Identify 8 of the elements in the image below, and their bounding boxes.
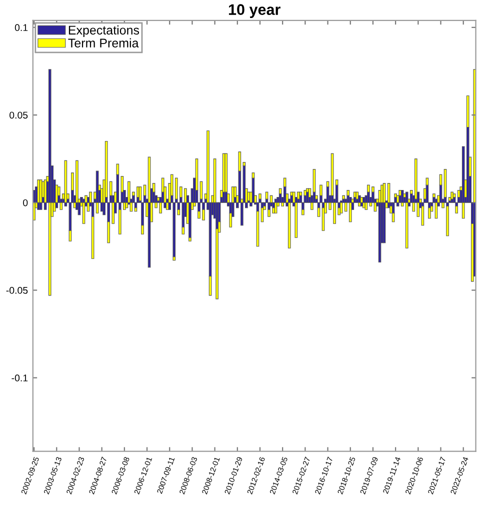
y-tick-label: -0.05 bbox=[6, 286, 28, 294]
y-tick-label: 0.05 bbox=[10, 112, 28, 119]
y-tick-label: -0.1 bbox=[12, 374, 28, 382]
legend-label: Expectations bbox=[68, 25, 140, 38]
y-tick-label: 0.1 bbox=[14, 24, 28, 32]
chart-title: 10 year bbox=[228, 4, 280, 18]
legend-label: Term Premia bbox=[68, 38, 139, 48]
y-tick-label: 0 bbox=[23, 199, 28, 206]
